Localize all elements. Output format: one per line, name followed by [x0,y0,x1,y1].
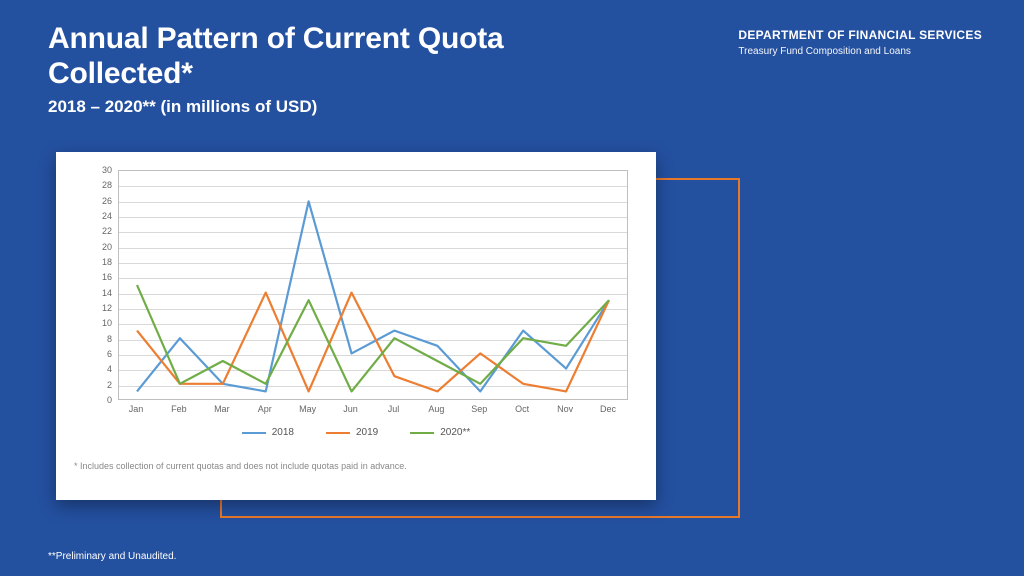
plot-area [118,170,628,400]
legend-item: 2020** [410,427,470,438]
legend-item: 2019 [326,427,378,438]
x-tick-label: Oct [515,404,529,414]
series-line [137,285,609,391]
legend-item: 2018 [242,427,294,438]
chart-footnote: * Includes collection of current quotas … [74,452,638,471]
y-tick-label: 4 [107,364,112,374]
x-tick-label: Sep [471,404,487,414]
x-tick-label: Dec [600,404,616,414]
page-subtitle: 2018 – 2020** (in millions of USD) [48,97,503,117]
department-subtitle: Treasury Fund Composition and Loans [738,46,982,57]
chart-lines [119,171,627,399]
x-tick-label: Nov [557,404,573,414]
series-line [137,201,609,391]
legend-label: 2019 [356,427,378,438]
y-tick-label: 26 [102,196,112,206]
department-title: DEPARTMENT OF FINANCIAL SERVICES [738,28,982,42]
y-tick-label: 22 [102,226,112,236]
page-heading: Annual Pattern of Current Quota Collecte… [48,22,503,117]
legend-swatch [326,432,350,435]
y-tick-label: 2 [107,380,112,390]
page-title: Annual Pattern of Current Quota Collecte… [48,22,503,91]
x-tick-label: Feb [171,404,187,414]
x-tick-label: Apr [258,404,272,414]
y-tick-label: 30 [102,165,112,175]
department-block: DEPARTMENT OF FINANCIAL SERVICES Treasur… [738,28,982,57]
y-tick-label: 8 [107,334,112,344]
footer-note: **Preliminary and Unaudited. [48,551,176,562]
y-tick-label: 0 [107,395,112,405]
x-tick-label: Aug [428,404,444,414]
legend-label: 2018 [272,427,294,438]
x-tick-label: Jun [343,404,358,414]
y-tick-label: 18 [102,257,112,267]
chart-legend: 2018 2019 2020** [74,426,638,438]
y-tick-label: 14 [102,288,112,298]
x-tick-label: Mar [214,404,230,414]
y-axis: 024681012141618202224262830 [74,170,118,400]
x-tick-label: Jul [388,404,400,414]
y-tick-label: 20 [102,242,112,252]
legend-swatch [410,432,434,435]
y-tick-label: 24 [102,211,112,221]
x-tick-label: May [299,404,316,414]
y-tick-label: 16 [102,272,112,282]
line-chart: 024681012141618202224262830 JanFebMarApr… [74,170,638,422]
x-axis: Jan Feb Mar Apr May Jun Jul Aug Sep Oct Nov Dec [118,404,628,418]
y-tick-label: 28 [102,180,112,190]
chart-card: 024681012141618202224262830 JanFebMarApr… [56,152,656,500]
y-tick-label: 10 [102,318,112,328]
y-tick-label: 12 [102,303,112,313]
legend-swatch [242,432,266,435]
y-tick-label: 6 [107,349,112,359]
legend-label: 2020** [440,427,470,438]
x-tick-label: Jan [129,404,144,414]
